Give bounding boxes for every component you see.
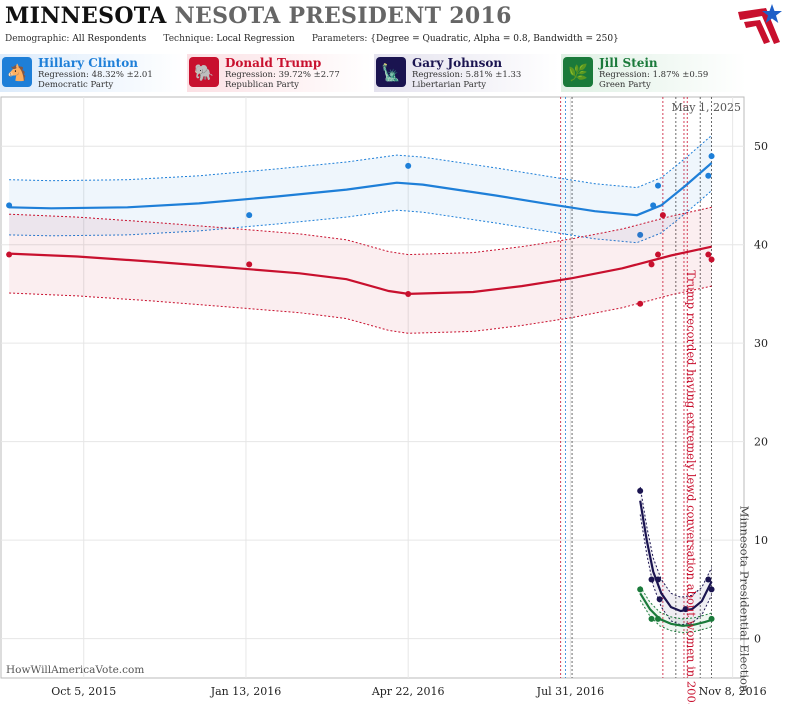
poll-point [655,615,662,622]
poll-point [648,261,655,268]
trend-line [9,162,713,217]
poll-point [708,153,715,160]
johnson-glyph: 🗽 [381,62,401,82]
y-tick-label: 0 [754,633,761,646]
stein-glyph: 🌿 [568,62,588,82]
plant-icon: 🌿 [563,57,593,87]
legend-item-trump[interactable]: 🐘 Donald Trump Regression: 39.72% ±2.77 … [187,54,372,92]
x-tick-label: Jul 31, 2016 [536,685,605,698]
upper-bound-line [9,135,712,189]
x-tick-label: Jan 13, 2016 [210,685,282,698]
legend-regression: Regression: 39.72% ±2.77 [225,70,340,80]
poll-point [682,606,689,613]
poll-point [6,202,13,209]
poll-point [648,576,655,583]
poll-point [655,251,662,258]
confidence-band [9,135,712,243]
legend-regression: Regression: 48.32% ±2.01 [38,70,153,80]
poll-point [708,586,715,593]
poll-point [708,615,715,622]
poll-point [246,261,253,268]
poll-point [648,615,655,622]
parameters-label: Parameters: [311,34,368,44]
technique-label: Technique: [163,34,214,44]
poll-point [650,202,657,209]
flag-logo-icon [738,4,782,44]
legend-name: Gary Johnson [412,56,503,70]
lower-bound-line [9,190,712,244]
legend-regression: Regression: 1.87% ±0.59 [599,70,709,80]
y-tick-label: 40 [754,239,768,252]
poll-point [705,576,712,583]
x-tick-label: Oct 5, 2015 [51,685,116,698]
legend-regression: Regression: 5.81% ±1.33 [412,70,522,80]
y-tick-label: 10 [754,534,768,547]
upper-bound-line [639,486,713,598]
trend-line [9,245,712,296]
legend-name: Hillary Clinton [38,56,138,70]
poll-point [655,182,662,189]
x-tick-label: Apr 22, 2016 [371,685,445,698]
y-tick-label: 20 [754,436,768,449]
donkey-icon: 🐴 [2,57,32,87]
lower-bound-line [9,285,712,334]
title-state: MINNESOTA [5,3,167,29]
poll-point [6,251,13,258]
poll-point [405,162,412,169]
demographic-value: All Respondents [72,34,147,44]
legend-name: Donald Trump [225,56,322,70]
parameters-value: {Degree = Quadratic, Alpha = 0.8, Bandwi… [370,34,619,44]
page-title: MINNESOTA NESOTA PRESIDENT 2016 [5,3,512,29]
demographic-label: Demographic: [5,34,70,44]
confidence-band [9,207,712,334]
poll-point [659,212,666,219]
poll-point [705,251,712,258]
elephant-icon: 🐘 [189,57,219,87]
poll-point [655,576,662,583]
x-tick-label: Nov 8, 2016 [699,685,767,698]
confidence-band [640,487,712,625]
legend-party: Democratic Party [38,80,114,90]
trend-line [639,592,712,627]
statue-of-liberty-icon: 🗽 [376,57,406,87]
poll-point [405,290,412,297]
polling-chart: 0 10 20 30 40 50 Oct 5, 2015 Jan 13, 2016 Apr 22… [0,96,768,704]
technique-value: Local Regression [216,34,295,44]
legend-item-clinton[interactable]: 🐴 Hillary Clinton Regression: 48.32% ±2.… [0,54,185,92]
trump-glyph: 🐘 [194,62,214,82]
y-tick-label: 30 [754,337,768,350]
poll-point [637,586,644,593]
poll-point [637,231,644,238]
legend-name: Jill Stein [599,56,658,70]
candidate-legend: 🐴 Hillary Clinton Regression: 48.32% ±2.… [0,54,789,94]
watermark: HowWillAmericaVote.com [6,664,144,676]
legend-item-johnson[interactable]: 🗽 Gary Johnson Regression: 5.81% ±1.33 L… [374,54,559,92]
poll-point [705,172,712,179]
legend-party: Libertarian Party [412,80,487,90]
poll-point [656,596,663,603]
legend-party: Green Party [599,80,651,90]
poll-point [637,487,644,494]
legend-item-stein[interactable]: 🌿 Jill Stein Regression: 1.87% ±0.59 Gre… [561,54,746,92]
trend-line [639,500,713,613]
y-tick-label: 50 [754,140,768,153]
plot-area [0,96,745,679]
upper-bound-line [9,206,712,256]
event-annotation: Minnesota Presidential Election [738,506,752,693]
poll-point [637,300,644,307]
poll-point [708,256,715,263]
title-race: NESOTA PRESIDENT 2016 [174,3,512,29]
poll-point [246,212,253,219]
date-stamp: May 1, 2025 [671,101,741,114]
lower-bound-line [639,514,713,626]
parameters-line: Demographic: All Respondents Technique: … [5,34,619,44]
legend-party: Republican Party [225,80,299,90]
upper-bound-line [639,586,712,620]
clinton-glyph: 🐴 [7,62,27,82]
event-annotation: Trump recorded having extremely lewd con… [685,270,699,704]
